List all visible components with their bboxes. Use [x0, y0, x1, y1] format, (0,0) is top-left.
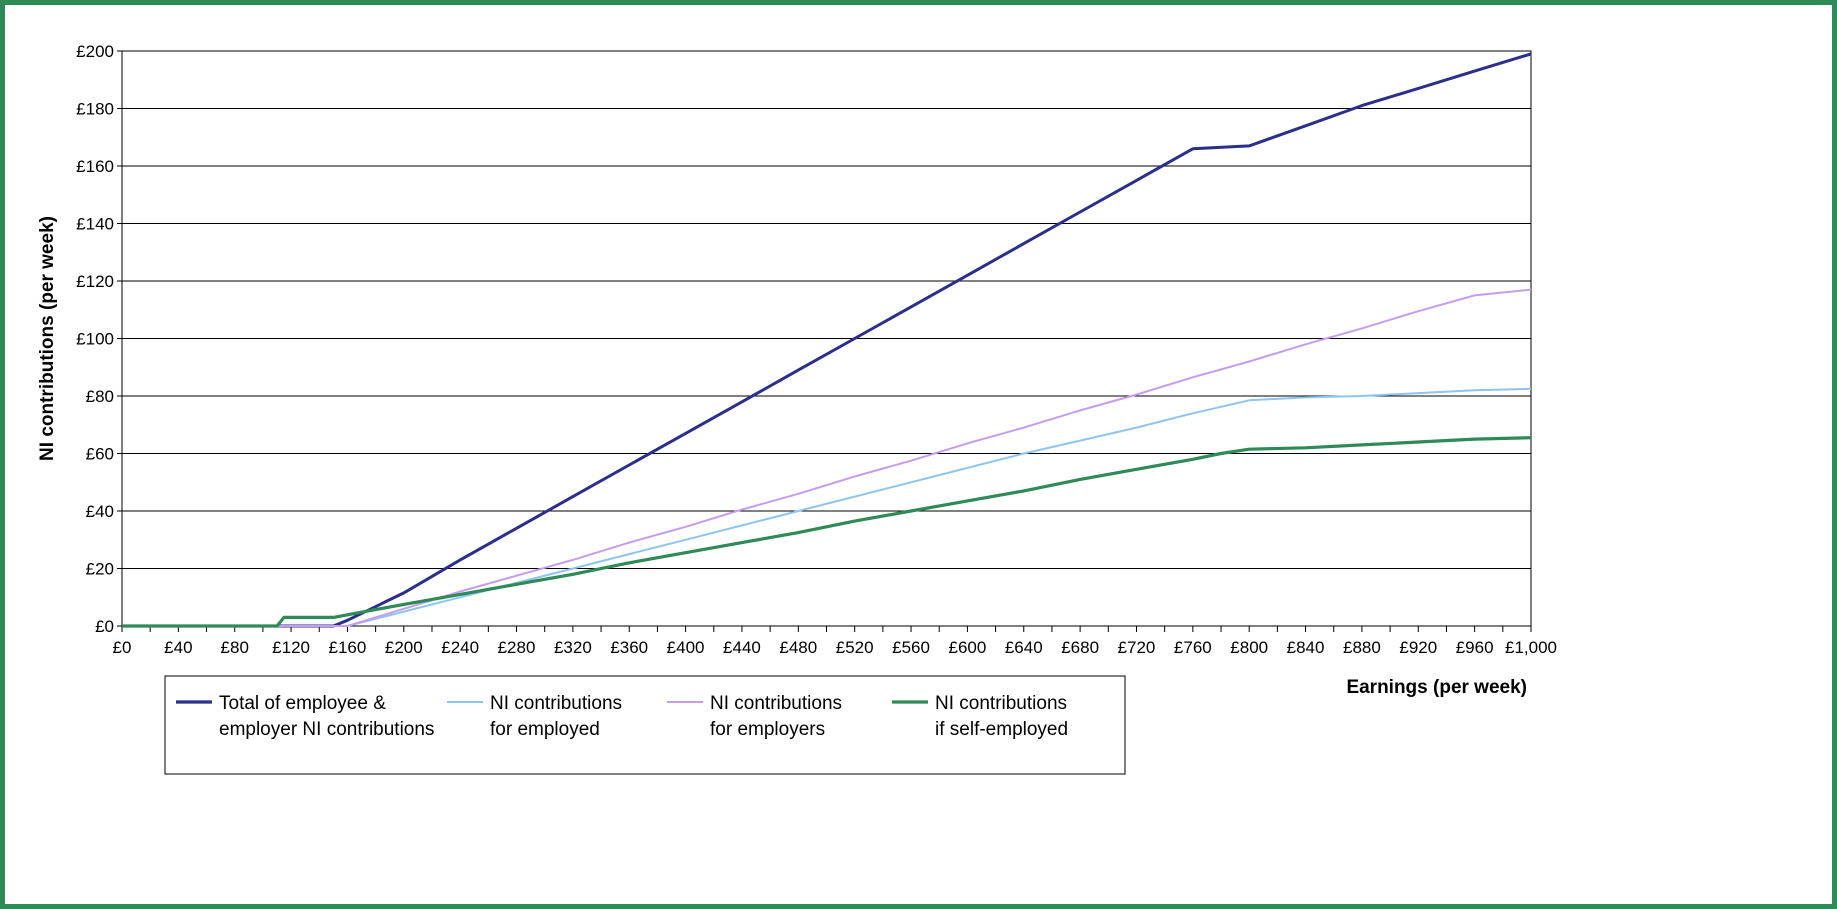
x-tick-label: £840: [1287, 638, 1325, 657]
legend-label: for employers: [710, 719, 825, 740]
y-axis-label: NI contributions (per week): [37, 216, 58, 461]
x-tick-label: £40: [164, 638, 192, 657]
legend-label: NI contributions: [935, 693, 1067, 714]
legend-box: [164, 675, 1126, 775]
y-tick-label: £200: [76, 42, 114, 61]
legend-label: employer NI contributions: [219, 719, 434, 740]
y-tick-label: £60: [86, 445, 114, 464]
x-tick-label: £160: [329, 638, 367, 657]
x-axis-ticks: £0 £40 £80 £120 £160 £200 £240 £280 £320 £360 £400…: [113, 626, 1557, 657]
y-tick-label: £120: [76, 272, 114, 291]
legend-label: NI contributions: [710, 693, 842, 714]
x-tick-label: £0: [113, 638, 132, 657]
series-lines: [122, 52, 1532, 628]
x-tick-label: £240: [441, 638, 479, 657]
x-tick-label: £1,000: [1505, 638, 1557, 657]
x-tick-label: £360: [610, 638, 648, 657]
y-tick-label: £160: [76, 157, 114, 176]
y-tick-label: £180: [76, 100, 114, 119]
legend-label: Total of employee &: [219, 693, 386, 714]
legend-label: for employed: [490, 719, 600, 740]
x-tick-label: £320: [554, 638, 592, 657]
series-line-3: [122, 288, 1532, 627]
x-tick-label: £600: [948, 638, 986, 657]
series-line-2: [122, 387, 1532, 627]
series-line-4: [122, 436, 1532, 628]
y-axis-ticks: £0 £20 £40 £60 £80 £100 £120 £140 £160 £180 £200: [76, 42, 122, 636]
gridlines: [122, 50, 1531, 627]
x-tick-label: £400: [667, 638, 705, 657]
x-tick-label: £480: [779, 638, 817, 657]
legend: Total of employee & employer NI contribut…: [164, 675, 1126, 775]
x-axis-label: Earnings (per week): [1346, 677, 1527, 698]
legend-label: NI contributions: [490, 693, 622, 714]
y-tick-label: £140: [76, 215, 114, 234]
y-tick-label: £0: [95, 617, 114, 636]
series-line-1: [122, 52, 1532, 628]
x-tick-label: £760: [1174, 638, 1212, 657]
legend-label: if self-employed: [935, 719, 1068, 740]
x-tick-label: £200: [385, 638, 423, 657]
x-tick-label: £880: [1343, 638, 1381, 657]
x-tick-label: £280: [498, 638, 536, 657]
y-tick-label: £20: [86, 560, 114, 579]
x-tick-label: £120: [272, 638, 310, 657]
x-tick-label: £800: [1230, 638, 1268, 657]
x-tick-label: £520: [836, 638, 874, 657]
x-tick-label: £560: [892, 638, 930, 657]
x-tick-label: £720: [1118, 638, 1156, 657]
y-tick-label: £80: [86, 387, 114, 406]
y-tick-label: £100: [76, 330, 114, 349]
line-chart: £0 £20 £40 £60 £80 £100 £120 £140 £160 £180 £200 £…: [37, 42, 1557, 775]
y-tick-label: £40: [86, 502, 114, 521]
x-tick-label: £80: [221, 638, 249, 657]
x-tick-label: £680: [1061, 638, 1099, 657]
x-tick-label: £440: [723, 638, 761, 657]
x-tick-label: £920: [1399, 638, 1437, 657]
x-tick-label: £640: [1005, 638, 1043, 657]
x-tick-label: £960: [1456, 638, 1494, 657]
